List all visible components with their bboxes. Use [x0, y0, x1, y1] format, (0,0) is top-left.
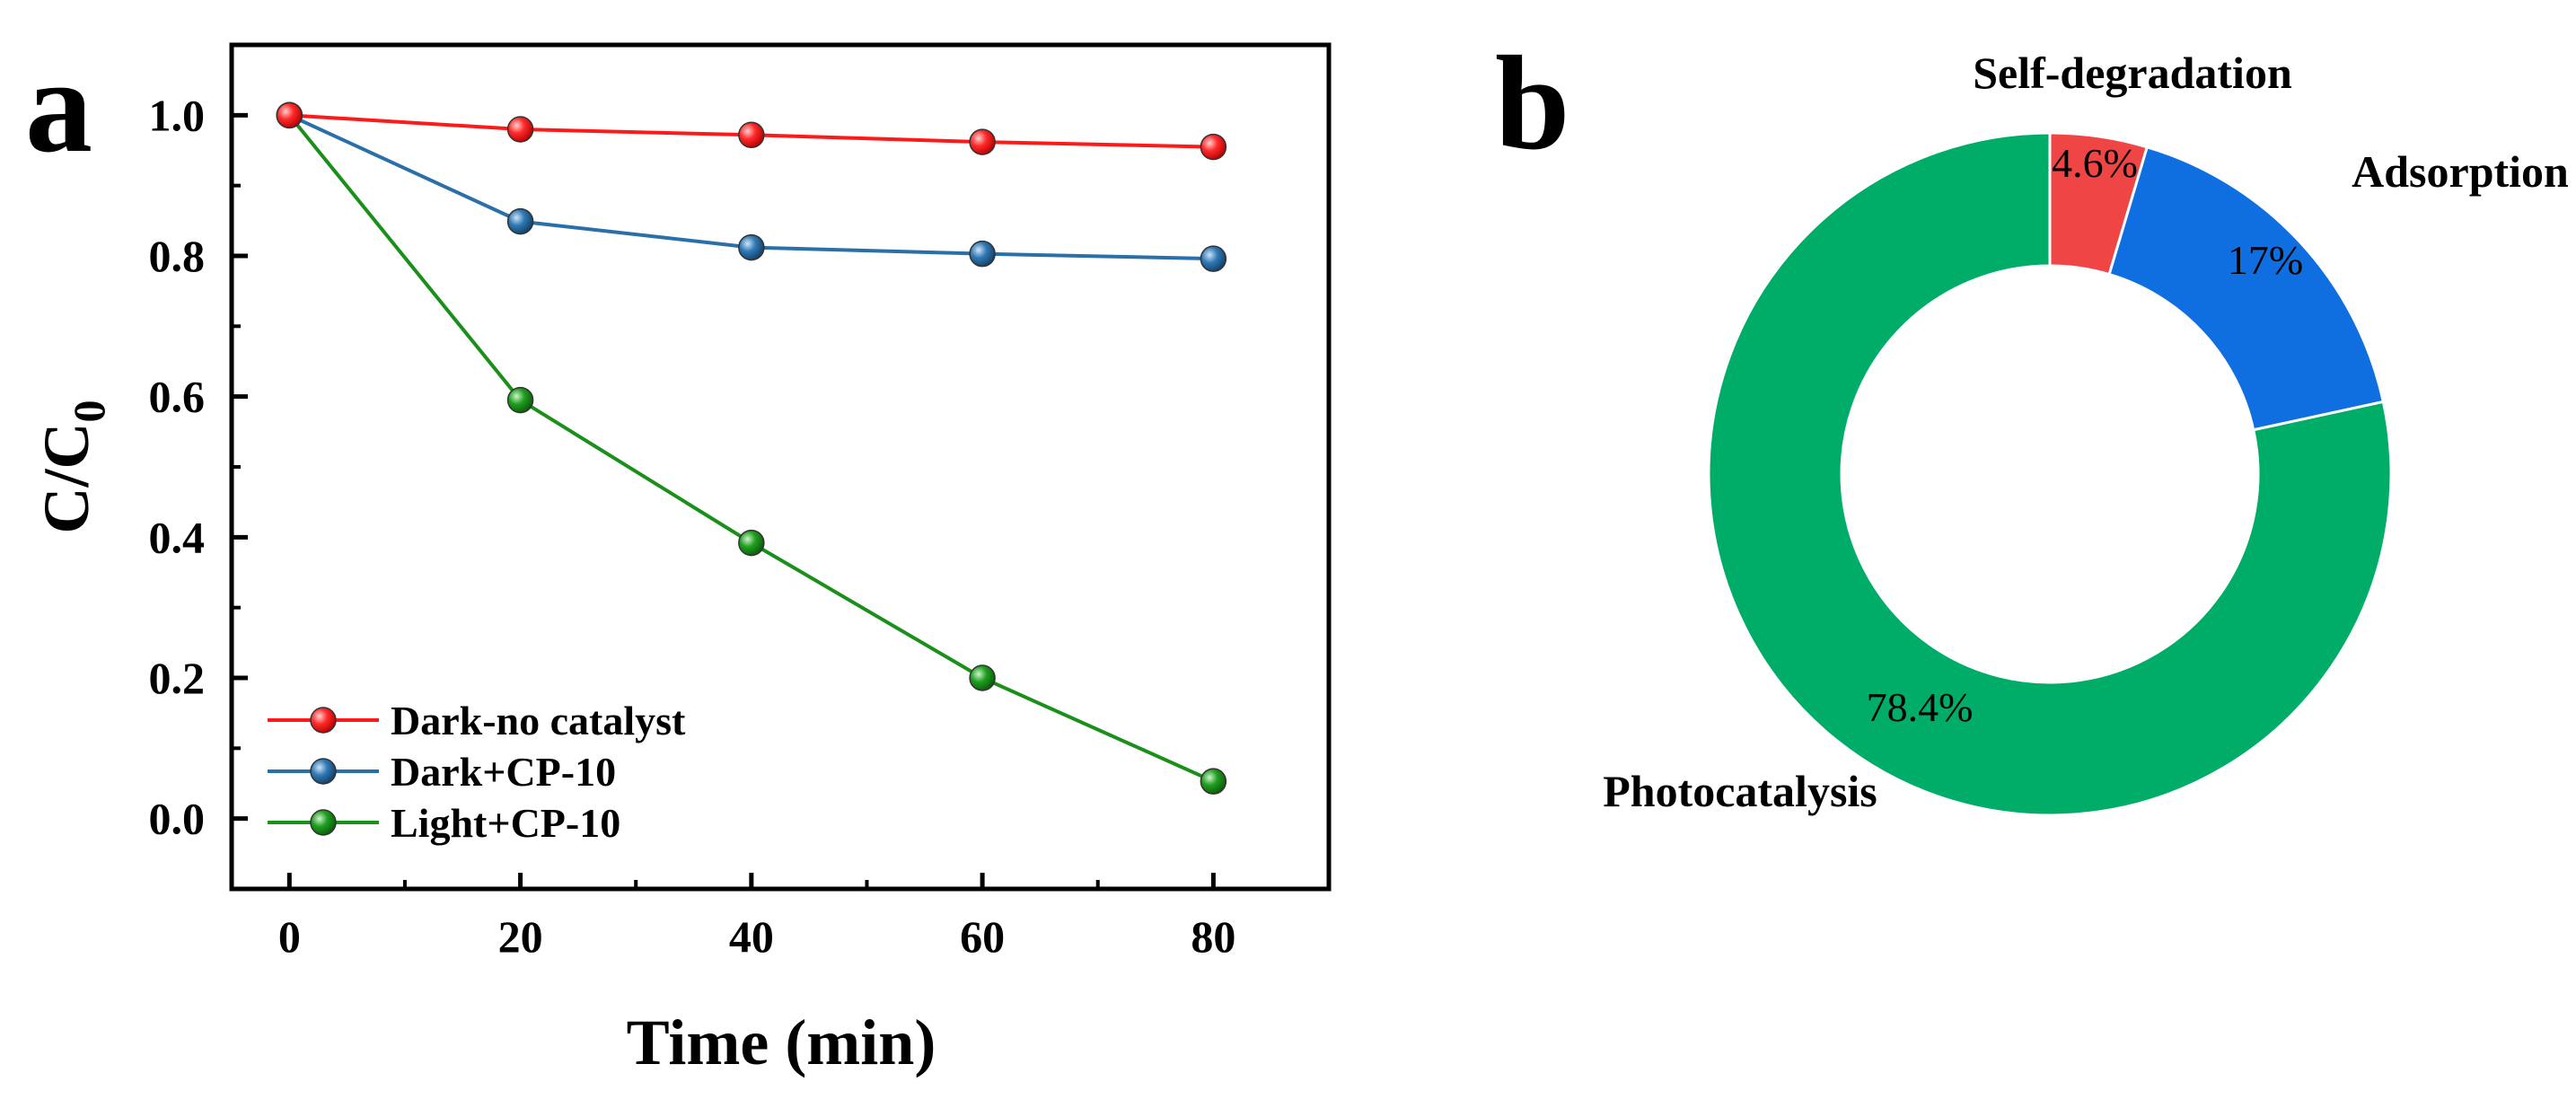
- data-point: [506, 116, 534, 143]
- series-lines: [287, 113, 1215, 783]
- data-point: [276, 101, 303, 129]
- x-axis: 0 20 40 60 80: [278, 873, 1235, 962]
- data-point: [969, 664, 996, 691]
- legend-label: Light+CP-10: [391, 800, 620, 846]
- y-axis-label-subscript: 0: [64, 400, 114, 423]
- donut-slice: [1707, 131, 2393, 817]
- data-point: [506, 386, 534, 414]
- data-point: [738, 233, 765, 261]
- y-tick-label: 0.0: [149, 794, 206, 844]
- x-tick-label: 80: [1191, 911, 1235, 962]
- slice-category-label: Photocatalysis: [1603, 766, 1877, 816]
- slice-percent-label: 4.6%: [2052, 140, 2138, 186]
- legend: Dark-no catalyst Dark+CP-10 Light+CP-10: [268, 698, 686, 846]
- data-point: [738, 529, 765, 557]
- slice-percent-label: 78.4%: [1867, 684, 1974, 730]
- x-tick-label: 0: [278, 911, 301, 962]
- slice-category-label: Adsorption: [2352, 146, 2569, 197]
- donut-labels: 4.6% 17% 78.4% Self-degradation Adsorption Ph…: [1603, 48, 2569, 816]
- y-tick-label: 1.0: [149, 90, 206, 140]
- donut-slice: [2107, 145, 2386, 432]
- data-point: [506, 207, 534, 235]
- legend-marker: [310, 809, 337, 836]
- y-tick-label: 0.6: [149, 372, 206, 422]
- x-tick-label: 40: [729, 911, 774, 962]
- legend-label: Dark+CP-10: [391, 749, 616, 795]
- y-axis: 0.0 0.2 0.4 0.6 0.8 1.0: [149, 90, 248, 844]
- y-axis-label: C/C0: [31, 400, 114, 534]
- legend-label: Dark-no catalyst: [391, 698, 686, 743]
- data-point: [1200, 133, 1227, 161]
- x-axis-label: Time (min): [627, 1007, 936, 1078]
- data-point: [738, 121, 765, 149]
- donut-chart: 4.6% 17% 78.4% Self-degradation Adsorption Ph…: [1603, 48, 2569, 817]
- data-point: [1200, 245, 1227, 272]
- x-tick-label: 60: [960, 911, 1005, 962]
- data-point: [969, 128, 996, 155]
- series-line: [287, 114, 1215, 783]
- panel-label-a: a: [25, 31, 92, 180]
- line-chart: 0.0 0.2 0.4 0.6 0.8 1.0 0 20 40 60 80 Dark-no cat…: [31, 42, 1332, 1078]
- y-tick-label: 0.8: [149, 231, 206, 281]
- slice-percent-label: 17%: [2228, 237, 2303, 283]
- donut-slices: [1707, 131, 2393, 817]
- x-tick-label: 20: [498, 911, 543, 962]
- legend-marker: [310, 707, 337, 734]
- data-point: [1200, 768, 1227, 795]
- slice-category-label: Self-degradation: [1973, 48, 2292, 98]
- legend-marker: [310, 758, 337, 785]
- y-tick-label: 0.4: [149, 512, 206, 562]
- series-markers: [276, 101, 1227, 795]
- panel-label-b: b: [1495, 29, 1569, 178]
- data-point: [969, 240, 996, 268]
- y-tick-label: 0.2: [149, 653, 206, 703]
- y-axis-label-main: C/C: [31, 423, 102, 534]
